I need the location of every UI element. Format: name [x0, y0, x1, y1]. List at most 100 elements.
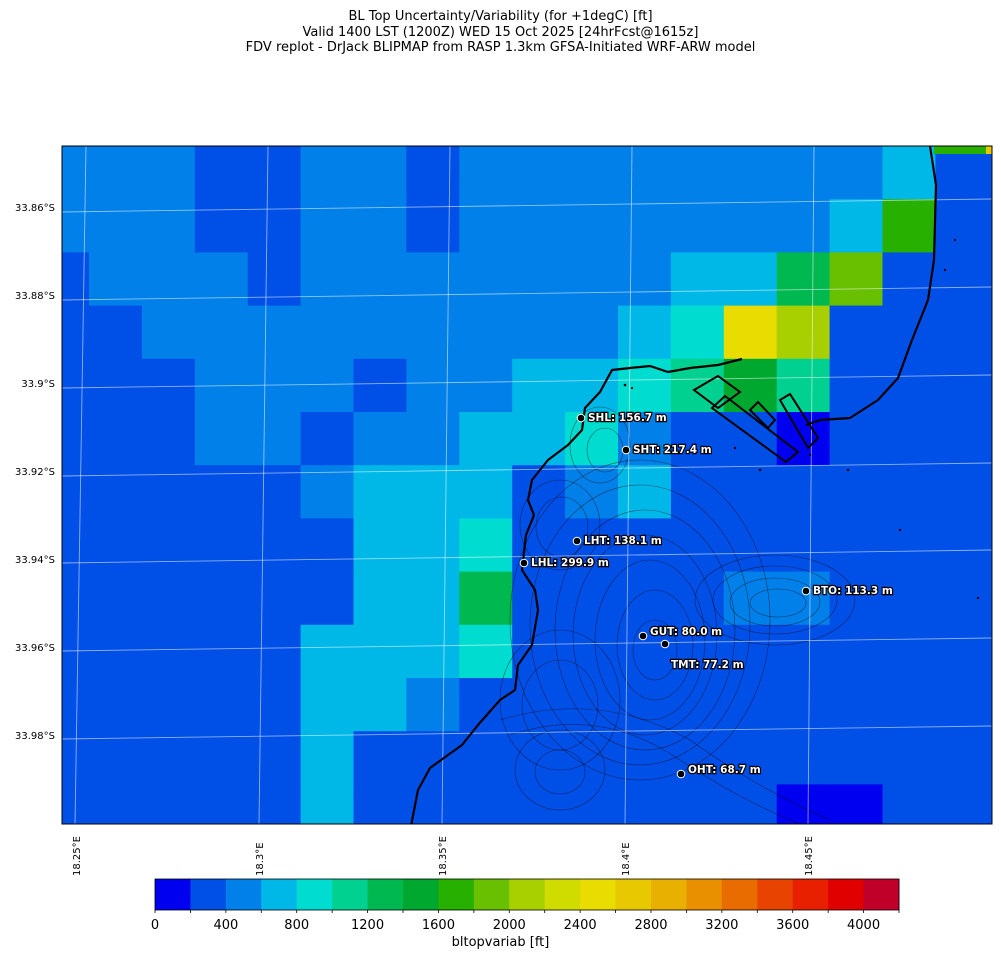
- grid-cell: [723, 731, 778, 785]
- grid-cell: [776, 305, 831, 360]
- plot-title-line-2: Valid 1400 LST (1200Z) WED 15 Oct 2025 […: [302, 24, 699, 40]
- grid-cell: [62, 571, 90, 626]
- grid-cell: [723, 146, 778, 200]
- grid-cell: [988, 146, 992, 200]
- grid-cell: [300, 465, 354, 519]
- grid-cell: [459, 624, 513, 679]
- grid-cell: [565, 146, 619, 200]
- grid-cell: [459, 518, 513, 573]
- colorbar-tick-label: 2400: [564, 918, 597, 933]
- grid-cell: [89, 624, 143, 679]
- colorbar-tick-label: 2800: [634, 918, 667, 933]
- grid-cell: [935, 518, 989, 573]
- grid-cell: [829, 252, 883, 307]
- grid-cell: [459, 731, 513, 785]
- grid-cell: [670, 252, 725, 307]
- grid-cell: [62, 518, 90, 573]
- grid-cell: [353, 624, 407, 679]
- grid-cell: [247, 678, 302, 732]
- grid-cell: [988, 465, 992, 519]
- grid-cell: [565, 252, 619, 307]
- grid-cell: [194, 305, 249, 360]
- grid-cell: [565, 731, 619, 785]
- grid-cell: [247, 518, 302, 573]
- colorbar-segment: [367, 879, 404, 910]
- map-area: SHL: 156.7 m SHT: 217.4 m LHT: 138.1 m LHL:…: [62, 146, 992, 892]
- grid-cell: [247, 731, 302, 785]
- plot-title-line-3: FDV replot - DrJack BLIPMAP from RASP 1.…: [245, 40, 756, 55]
- grid-cell: [89, 358, 143, 413]
- colorbar-segment: [686, 879, 723, 910]
- grid-cell: [247, 412, 302, 466]
- colorbar-segment: [544, 879, 581, 910]
- grid-cell: [935, 199, 989, 253]
- grid-cell: [247, 199, 302, 253]
- grid-cell: [353, 252, 407, 307]
- grid-cell: [618, 465, 672, 519]
- grid-cell: [247, 305, 302, 360]
- grid-cell: [723, 784, 778, 824]
- grid-cell: [300, 731, 354, 785]
- grid-cell: [565, 784, 619, 824]
- grid-cell: [512, 731, 566, 785]
- station-marker-lhl: [519, 558, 529, 568]
- station-markers: SHL: 156.7 m SHT: 217.4 m LHT: 138.1 m LHL:…: [519, 411, 894, 779]
- grid-cell: [89, 838, 142, 892]
- grid-cell: [353, 784, 407, 824]
- lon-tick-label: 18.4°E: [621, 842, 632, 876]
- grid-cell: [300, 412, 354, 466]
- grid-cell: [988, 678, 992, 732]
- grid-cell: [194, 412, 249, 466]
- grid-cell: [882, 252, 936, 307]
- grid-cell: [353, 731, 407, 785]
- grid-cell: [406, 465, 460, 519]
- grid-cell: [988, 731, 992, 785]
- grid-cell: [776, 518, 831, 573]
- colorbar-segment: [403, 879, 439, 910]
- grid-cell: [141, 731, 196, 785]
- grid-cell: [247, 784, 302, 824]
- grid-cell: [406, 624, 460, 679]
- grid-cell: [459, 571, 513, 626]
- grid-cell: [300, 624, 354, 679]
- terrain-contours: [499, 406, 856, 824]
- grid-cell: [459, 358, 513, 413]
- colorbar-segment: [190, 879, 227, 910]
- grid-cell: [353, 305, 407, 360]
- grid-cell: [565, 571, 619, 626]
- grid-cell: [194, 678, 249, 732]
- grid-cell: [141, 146, 196, 200]
- plot-title-line-1: BL Top Uncertainty/Variability (for +1de…: [348, 9, 653, 24]
- grid-cell: [882, 518, 936, 573]
- grid-cell: [194, 518, 249, 573]
- grid-cell: [353, 465, 407, 519]
- grid-cell: [300, 199, 354, 253]
- grid-cell: [829, 624, 883, 679]
- grid-cell: [89, 465, 143, 519]
- station-marker-oht: [676, 769, 686, 779]
- grid-cell: [89, 784, 143, 824]
- grid-cell: [776, 358, 831, 413]
- grid-cell: [62, 358, 90, 413]
- grid-cell: [988, 571, 992, 626]
- grid-cell: [89, 678, 143, 732]
- grid-cell: [723, 305, 778, 360]
- grid-cell: [723, 412, 778, 466]
- grid-cell: [829, 412, 883, 466]
- grid-cell: [512, 784, 566, 824]
- grid-cell: [194, 571, 249, 626]
- grid-cell: [935, 412, 989, 466]
- grid-cell: [406, 358, 460, 413]
- grid-cell: [459, 252, 513, 307]
- station-marker-lht: [572, 536, 582, 546]
- station-label-bto: BTO: 113.3 m: [813, 585, 893, 597]
- grid-cell: [723, 199, 778, 253]
- grid-cell: [882, 146, 936, 200]
- grid-cell: [829, 571, 883, 626]
- grid-cell: [89, 412, 143, 466]
- lat-tick-label: 33.86°S: [15, 203, 55, 214]
- grid-cell: [353, 358, 407, 413]
- grid-cell: [986, 146, 992, 154]
- lat-tick-label: 33.92°S: [15, 467, 55, 478]
